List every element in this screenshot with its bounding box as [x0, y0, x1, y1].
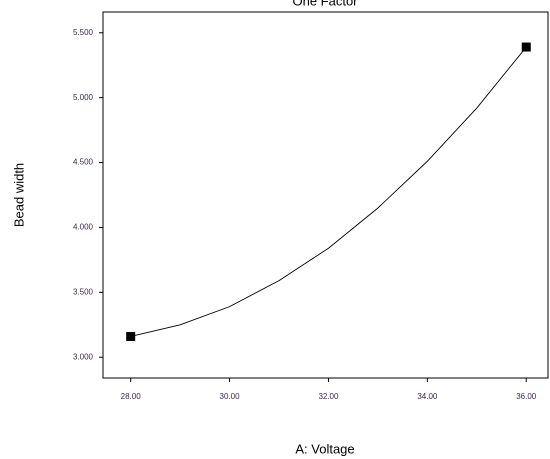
y-tick-label: 5.500 [73, 28, 94, 37]
x-tick-label: 30.00 [220, 392, 241, 401]
y-tick-label: 3.500 [73, 287, 94, 296]
x-tick-label: 36.00 [516, 392, 537, 401]
chart-title: One Factor [292, 0, 358, 8]
x-axis-label: A: Voltage [295, 441, 354, 456]
x-tick-label: 34.00 [417, 392, 438, 401]
design-point [126, 331, 136, 341]
y-axis-label: Bead width [11, 163, 26, 227]
y-tick-label: 4.500 [73, 158, 94, 167]
design-point [521, 42, 531, 52]
x-tick-label: 32.00 [318, 392, 339, 401]
y-tick-label: 5.000 [73, 93, 94, 102]
y-tick-label: 4.000 [73, 223, 94, 232]
x-tick-label: 28.00 [121, 392, 142, 401]
fit-line [130, 46, 527, 337]
y-tick-label: 3.000 [73, 352, 94, 361]
plot-frame [102, 11, 549, 379]
